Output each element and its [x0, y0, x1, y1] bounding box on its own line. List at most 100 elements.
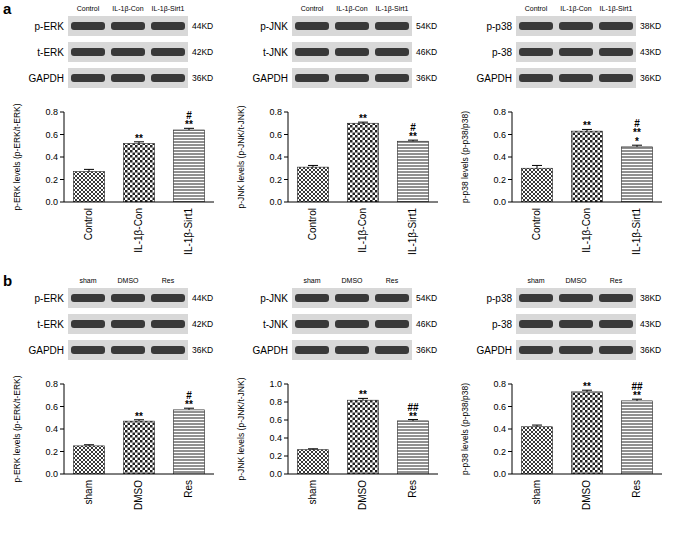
blot-strip [292, 16, 412, 36]
y-tick-label: 0.4 [493, 424, 506, 434]
blot-band [295, 294, 329, 302]
y-axis-label: p-p38 levels (p-p38/p38) [460, 111, 470, 203]
blot-band [559, 74, 593, 82]
blot-band [375, 346, 409, 354]
blot-band [335, 22, 369, 30]
y-tick [284, 112, 288, 113]
bar [348, 400, 379, 474]
y-axis [288, 384, 289, 474]
y-tick-label: 0.6 [45, 402, 58, 412]
blot-strip [292, 288, 412, 308]
western-blot: ControlIL-1β-ConIL-1β-Sirt1p-ERK44KDt-ER… [28, 5, 213, 88]
blot-strip [68, 314, 188, 334]
bar [398, 141, 429, 202]
significance: ** [135, 133, 143, 144]
blot-band [111, 22, 145, 30]
significance: ** [359, 389, 367, 400]
y-tick-label: 0.0 [45, 469, 58, 479]
y-tick [60, 474, 64, 475]
bar [174, 130, 205, 202]
plot-area [298, 122, 429, 202]
y-tick [508, 406, 512, 407]
western-blot: shamDMSOResp-ERK44KDt-ERK42KDGAPDH36KD [28, 277, 213, 360]
row-label: p-ERK [35, 21, 65, 32]
y-tick [284, 134, 288, 135]
size-label: 43KD [640, 319, 661, 329]
error-bar [532, 165, 542, 168]
blot-band [111, 320, 145, 328]
y-tick [508, 451, 512, 452]
bar [522, 168, 553, 202]
blot-band [519, 48, 553, 56]
size-label: 46KD [416, 319, 437, 329]
blot-band [375, 294, 409, 302]
panel-label: a [3, 0, 12, 17]
y-tick [60, 134, 64, 135]
x-tick-label: IL-1β-Con [357, 208, 368, 253]
bar [522, 427, 553, 474]
blot-strip [292, 340, 412, 360]
y-tick-label: 0.6 [493, 130, 506, 140]
y-tick [508, 474, 512, 475]
blot-band [151, 294, 185, 302]
y-tick [284, 157, 288, 158]
x-tick-label: Control [307, 208, 318, 240]
y-tick-label: 0.8 [45, 379, 58, 389]
error-bar [308, 165, 318, 167]
blot-strip [516, 288, 636, 308]
x-tick-label: Res [183, 480, 194, 498]
significance: ** [583, 120, 591, 131]
lane-label: IL-1β-Sirt1 [600, 5, 633, 13]
blot-band [111, 294, 145, 302]
row-label: t-ERK [37, 47, 64, 58]
y-tick-label: 0.6 [493, 402, 506, 412]
y-tick [60, 451, 64, 452]
lane-label: Control [301, 5, 324, 12]
lane-label: DMSO [342, 277, 364, 284]
blot-band [519, 22, 553, 30]
size-label: 44KD [192, 21, 213, 31]
lane-label: DMSO [118, 277, 140, 284]
y-tick-label: 0.4 [493, 152, 506, 162]
y-tick [284, 402, 288, 403]
lane-label: Res [610, 277, 623, 284]
blot-band [151, 320, 185, 328]
size-label: 36KD [192, 345, 213, 355]
size-label: 54KD [416, 293, 437, 303]
size-label: 36KD [416, 345, 437, 355]
blot-band [71, 294, 105, 302]
significance: ** [135, 411, 143, 422]
blot-strip [68, 16, 188, 36]
row-label: p-p38 [486, 293, 512, 304]
blot-strip [68, 68, 188, 88]
western-blot: shamDMSOResp-p3838KDp-3843KDGAPDH36KD [476, 277, 661, 360]
blot-band [151, 22, 185, 30]
blot-band [111, 346, 145, 354]
lane-label: sham [527, 277, 544, 284]
blot-band [295, 48, 329, 56]
blot-strip [516, 16, 636, 36]
blot-band [335, 74, 369, 82]
blot-band [519, 346, 553, 354]
error-bar [308, 448, 318, 450]
y-tick [284, 384, 288, 385]
y-tick [60, 112, 64, 113]
y-tick-label: 0.6 [269, 415, 282, 425]
blot-band [599, 346, 633, 354]
lane-label: Res [386, 277, 399, 284]
y-tick [60, 157, 64, 158]
blot-band [111, 74, 145, 82]
blot-band [295, 320, 329, 328]
significance: ** [409, 411, 417, 422]
bar [348, 123, 379, 202]
y-tick-label: 0.8 [493, 379, 506, 389]
row-label: GAPDH [28, 73, 64, 84]
bar [572, 131, 603, 202]
x-tick-label: Control [531, 208, 542, 240]
y-tick-label: 0.4 [45, 152, 58, 162]
y-tick [508, 179, 512, 180]
x-axis [512, 474, 662, 475]
blot-band [151, 74, 185, 82]
bar [174, 410, 205, 474]
blot-strip [516, 68, 636, 88]
